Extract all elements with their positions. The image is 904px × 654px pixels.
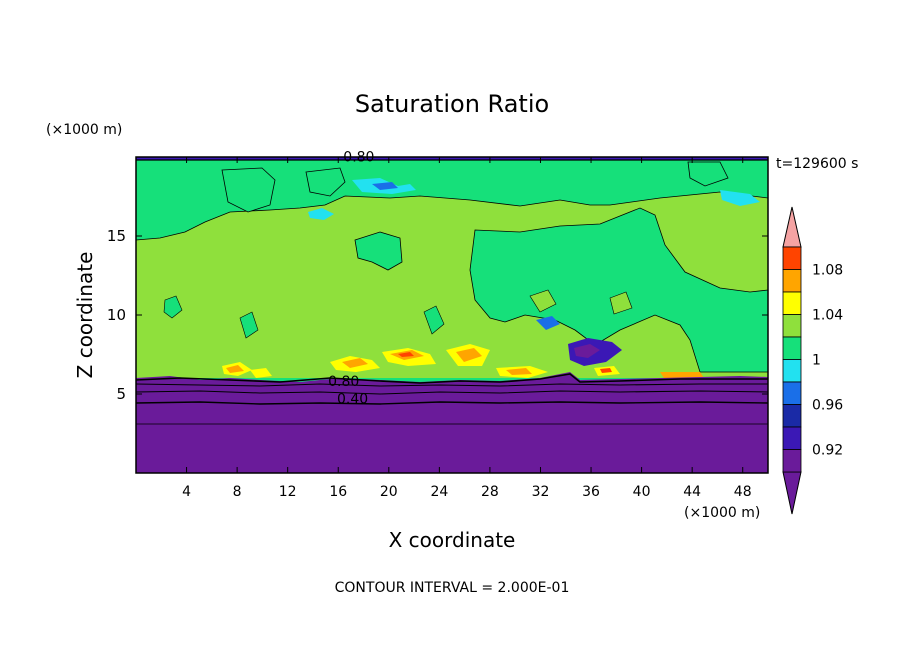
subsaturated-region <box>221 167 276 213</box>
x-tick-label: 8 <box>233 484 242 500</box>
contour-labels: 0.800.800.40 <box>328 150 374 408</box>
contour-label: 0.80 <box>343 150 374 166</box>
y-tick-label: 5 <box>116 385 126 403</box>
colorbar-segment <box>782 426 802 450</box>
x-unit-label: (×1000 m) <box>684 505 760 521</box>
plot-area <box>136 157 768 473</box>
moist-blob <box>239 311 259 339</box>
colorbar-tick-label: 0.96 <box>812 398 843 414</box>
contour-label: 0.80 <box>328 374 359 390</box>
colorbar-segment <box>782 449 802 473</box>
contour-interval-label: CONTOUR INTERVAL = 2.000E-01 <box>335 580 570 596</box>
moist-blob <box>529 289 557 313</box>
x-tick-label: 16 <box>329 484 347 500</box>
x-tick-label: 36 <box>582 484 600 500</box>
contour-line <box>136 383 768 387</box>
supersaturated-patch <box>226 365 244 373</box>
x-tick-label: 28 <box>481 484 499 500</box>
x-axis-label: X coordinate <box>389 528 516 552</box>
y-unit-label: (×1000 m) <box>46 122 122 138</box>
dry-patch <box>720 190 760 206</box>
moist-blob <box>423 305 445 335</box>
colorbar-over-triangle <box>782 206 802 248</box>
subsaturated-region <box>136 159 768 241</box>
supersaturated-patch <box>600 368 612 373</box>
x-tick-label: 32 <box>532 484 550 500</box>
colorbar-segment <box>782 404 802 428</box>
x-tick-label: 44 <box>683 484 701 500</box>
y-tick-label: 10 <box>107 306 126 324</box>
colorbar-tick-label: 1 <box>812 353 821 369</box>
contour-line <box>136 373 768 384</box>
dry-intrusion <box>574 344 600 358</box>
x-tick-label: 40 <box>633 484 651 500</box>
supersaturated-patch <box>342 358 368 368</box>
time-label: t=129600 s <box>776 156 858 172</box>
contour-line <box>136 401 768 405</box>
subsaturated-region <box>305 167 346 197</box>
colorbar-tick-label: 1.04 <box>812 308 843 324</box>
colorbar-segment <box>782 336 802 360</box>
colorbar-segment <box>782 246 802 270</box>
supersaturated-patch <box>660 372 704 378</box>
x-tick-label: 48 <box>734 484 752 500</box>
moist-blob <box>163 295 183 319</box>
moist-blob <box>609 291 633 315</box>
x-tick-label: 20 <box>380 484 398 500</box>
supersaturated-patch <box>250 368 272 378</box>
colorbar-under-triangle <box>782 471 802 515</box>
subsaturated-region <box>687 161 729 187</box>
dry-intrusion <box>536 316 560 330</box>
x-tick-label: 12 <box>279 484 297 500</box>
supersaturated-patch <box>456 348 482 362</box>
colorbar-segment <box>782 314 802 338</box>
supersaturated-patch <box>506 368 532 375</box>
dry-patch <box>372 182 398 190</box>
contour-label: 0.40 <box>337 391 368 407</box>
subsaturated-region <box>354 231 403 271</box>
x-axis: 4 8 12 16 20 24 28 32 36 40 44 48 <box>182 157 752 500</box>
colorbar-segment <box>782 291 802 315</box>
colorbar: 0.92 0.96 1 1.04 1.08 <box>782 206 843 515</box>
y-axis-label: Z coordinate <box>73 252 97 379</box>
lower-dry-layer <box>136 372 768 473</box>
colorbar-segment <box>782 381 802 405</box>
chart-title: Saturation Ratio <box>355 90 549 118</box>
colorbar-tick-label: 0.92 <box>812 443 843 459</box>
colorbar-segment <box>782 359 802 383</box>
colorbar-tick-label: 1.08 <box>812 263 843 279</box>
y-axis: 5 10 15 <box>107 227 768 403</box>
top-dry-band <box>136 157 768 160</box>
colorbar-segment <box>782 269 802 293</box>
supersaturated-patch <box>398 352 414 357</box>
contour-line <box>136 390 768 395</box>
dry-patch <box>308 208 334 220</box>
x-tick-label: 4 <box>182 484 191 500</box>
y-tick-label: 15 <box>107 227 126 245</box>
x-tick-label: 24 <box>430 484 448 500</box>
